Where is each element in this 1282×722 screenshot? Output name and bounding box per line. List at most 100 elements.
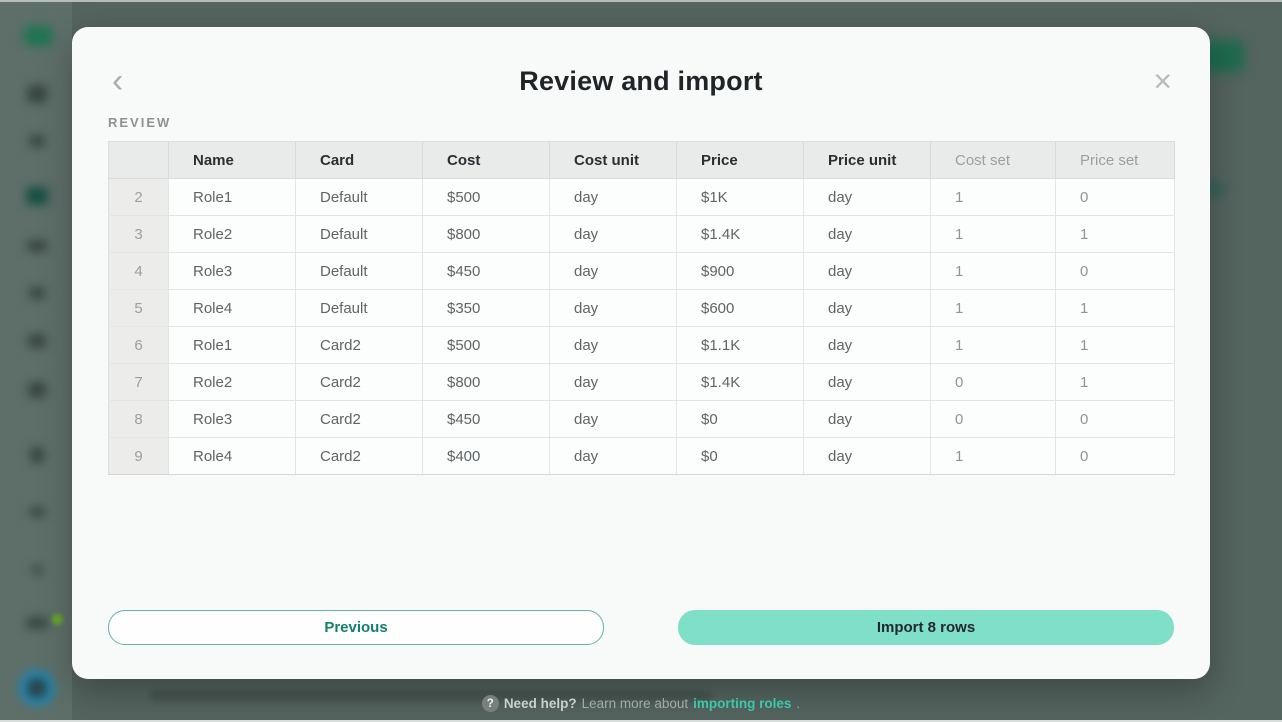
cell: day xyxy=(803,363,931,401)
cell: Default xyxy=(295,215,423,253)
row-number: 7 xyxy=(108,363,169,401)
modal-title: Review and import xyxy=(519,65,763,96)
cell: $0 xyxy=(676,400,804,438)
cell: 0 xyxy=(1055,437,1175,475)
cell: 1 xyxy=(930,289,1056,327)
notification-dot xyxy=(52,614,63,625)
cell: 0 xyxy=(1055,400,1175,438)
cell: day xyxy=(549,215,677,253)
cell: Card2 xyxy=(295,437,423,475)
table-row: 5 Role4 Default $350 day $600 day 1 1 xyxy=(108,289,1175,327)
help-icon: ? xyxy=(481,695,499,712)
cell: day xyxy=(549,252,677,290)
cell: Role1 xyxy=(168,326,296,364)
blurred-background-element xyxy=(1206,182,1222,196)
row-number: 8 xyxy=(108,400,169,438)
cell: day xyxy=(803,289,931,327)
need-help-label: Need help? xyxy=(503,696,577,711)
blurred-sidebar-icon xyxy=(27,240,47,252)
cell: day xyxy=(549,289,677,327)
cell: $1.4K xyxy=(676,363,804,401)
row-number: 3 xyxy=(108,215,169,253)
learn-more-text: Learn more about xyxy=(581,696,689,711)
cell: Role2 xyxy=(168,363,296,401)
modal-button-row: Previous Import 8 rows xyxy=(72,610,1210,679)
cell: 1 xyxy=(930,326,1056,364)
cell: $600 xyxy=(676,289,804,327)
cell: 0 xyxy=(1055,252,1175,290)
cell: $500 xyxy=(422,178,550,216)
cell: $500 xyxy=(422,326,550,364)
row-number: 6 xyxy=(108,326,169,364)
cell: Default xyxy=(295,178,423,216)
close-icon[interactable]: × xyxy=(1153,63,1172,99)
col-header-card: Card xyxy=(295,141,423,179)
row-number: 2 xyxy=(108,178,169,216)
col-header-price-set: Price set xyxy=(1055,141,1175,179)
blurred-sidebar-icon xyxy=(28,382,46,398)
import-button[interactable]: Import 8 rows xyxy=(678,610,1174,645)
cell: Role4 xyxy=(168,289,296,327)
cell: day xyxy=(549,437,677,475)
cell: day xyxy=(803,215,931,253)
row-number: 9 xyxy=(108,437,169,475)
table-row: 7 Role2 Card2 $800 day $1.4K day 0 1 xyxy=(108,363,1175,401)
review-table: Name Card Cost Cost unit Price Price unit Cost… xyxy=(108,141,1175,475)
cell: 0 xyxy=(1055,178,1175,216)
blurred-sidebar-icon-active xyxy=(26,187,48,205)
back-button[interactable]: ‹ xyxy=(108,64,127,98)
cell: $1.4K xyxy=(676,215,804,253)
table-row: 8 Role3 Card2 $450 day $0 day 0 0 xyxy=(108,400,1175,438)
cell: 1 xyxy=(930,437,1056,475)
blurred-sidebar-icon xyxy=(29,135,45,147)
row-number: 5 xyxy=(108,289,169,327)
app-logo-blurred xyxy=(24,26,52,46)
col-header-cost-set: Cost set xyxy=(930,141,1056,179)
review-section-label: REVIEW xyxy=(108,115,172,130)
col-header-cost: Cost xyxy=(422,141,550,179)
cell: Role4 xyxy=(168,437,296,475)
window-bottom-edge xyxy=(0,720,1282,722)
cell: 0 xyxy=(930,363,1056,401)
cell: Role3 xyxy=(168,252,296,290)
cell: day xyxy=(549,178,677,216)
cell: Card2 xyxy=(295,326,423,364)
cell: day xyxy=(803,326,931,364)
table-row: 3 Role2 Default $800 day $1.4K day 1 1 xyxy=(108,215,1175,253)
col-header-rownum xyxy=(108,141,169,179)
footer-period: . xyxy=(796,696,801,711)
cell: $450 xyxy=(422,252,550,290)
blurred-background-text xyxy=(150,690,712,701)
table-row: 9 Role4 Card2 $400 day $0 day 1 0 xyxy=(108,437,1175,475)
blurred-sidebar-icon xyxy=(30,447,44,463)
table-row: 6 Role1 Card2 $500 day $1.1K day 1 1 xyxy=(108,326,1175,364)
blurred-sidebar-icon xyxy=(26,617,48,629)
blurred-sidebar-icon xyxy=(29,287,45,299)
blurred-sidebar xyxy=(0,0,72,722)
cell: Role1 xyxy=(168,178,296,216)
previous-button[interactable]: Previous xyxy=(108,610,604,645)
cell: day xyxy=(549,363,677,401)
cell: 1 xyxy=(930,178,1056,216)
cell: day xyxy=(803,178,931,216)
cell: 1 xyxy=(1055,326,1175,364)
cell: 1 xyxy=(930,215,1056,253)
cell: 1 xyxy=(1055,215,1175,253)
cell: 1 xyxy=(930,252,1056,290)
cell: $800 xyxy=(422,363,550,401)
cell: Card2 xyxy=(295,363,423,401)
cell: Default xyxy=(295,252,423,290)
table-row: 2 Role1 Default $500 day $1K day 1 0 xyxy=(108,178,1175,216)
cell: $1.1K xyxy=(676,326,804,364)
cell: day xyxy=(549,326,677,364)
help-footer: ? Need help? Learn more about importing … xyxy=(0,695,1282,712)
importing-roles-link[interactable]: importing roles xyxy=(693,696,792,711)
cell: $400 xyxy=(422,437,550,475)
review-import-modal: ‹ Review and import × REVIEW Name Card Cos… xyxy=(72,27,1210,679)
cell: $800 xyxy=(422,215,550,253)
cell: Card2 xyxy=(295,400,423,438)
cell: day xyxy=(549,400,677,438)
cell: Role3 xyxy=(168,400,296,438)
cell: $450 xyxy=(422,400,550,438)
